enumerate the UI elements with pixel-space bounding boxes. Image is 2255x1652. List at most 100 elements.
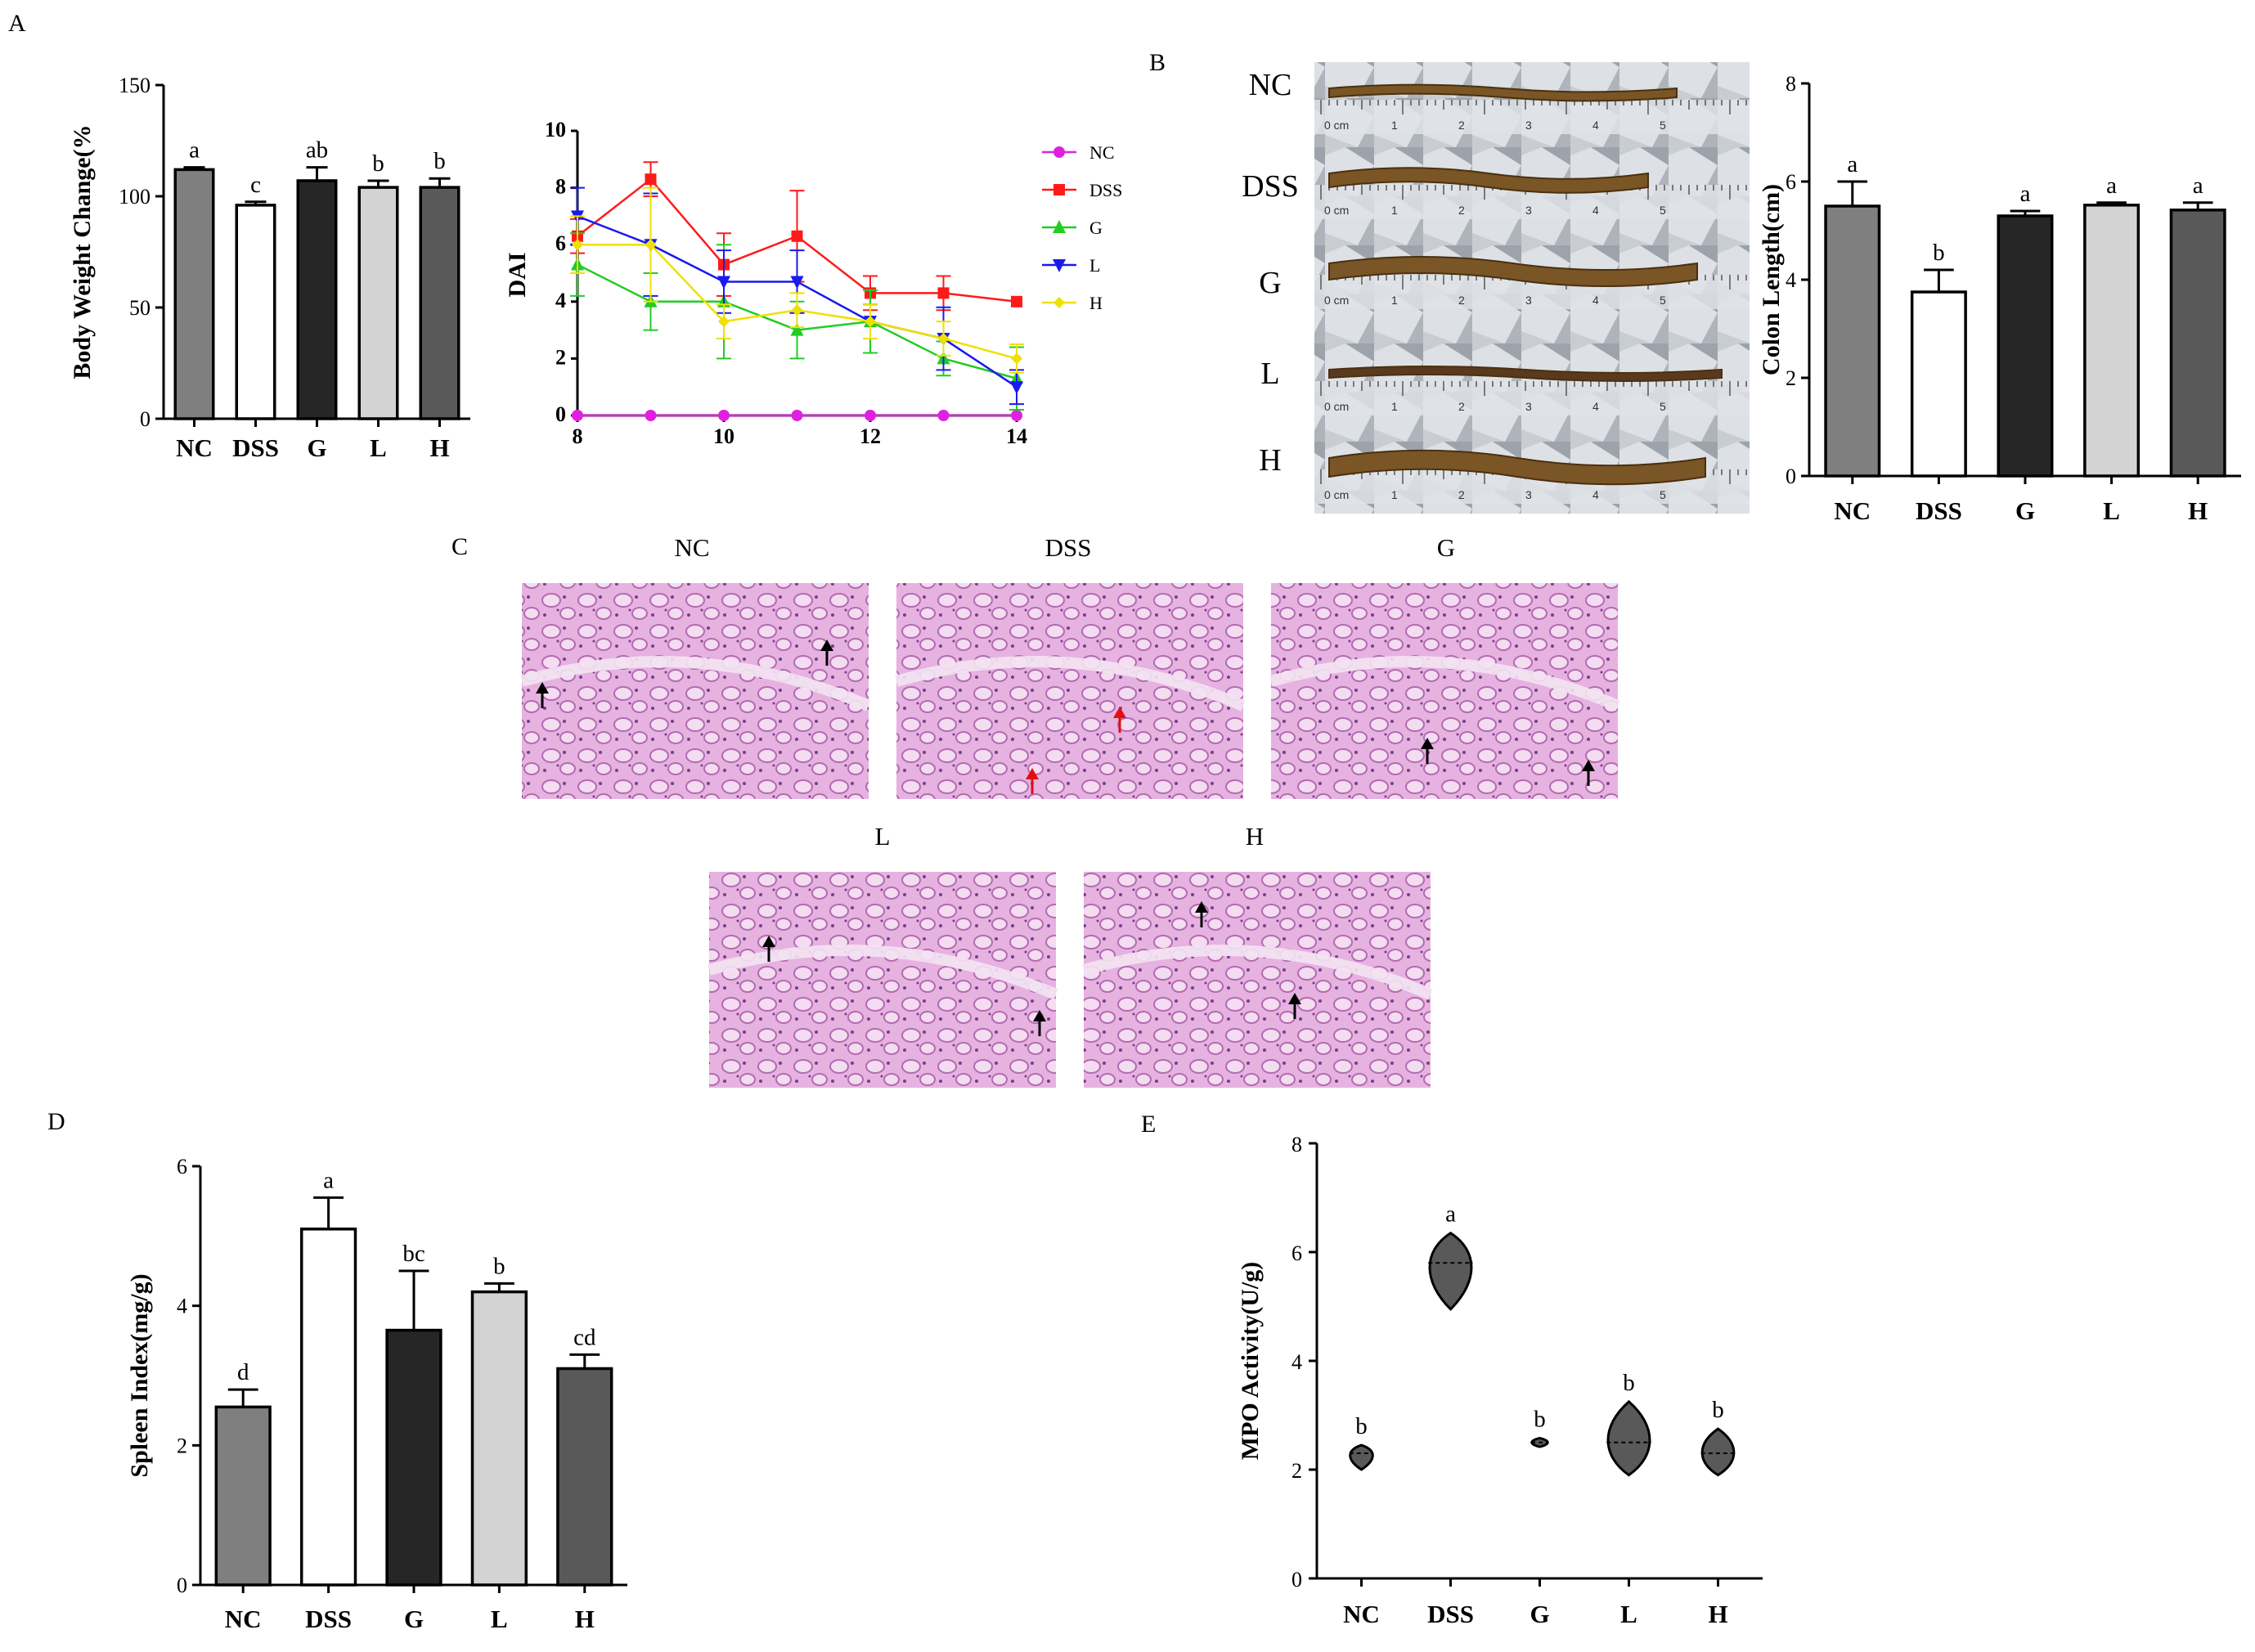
y-tick-label: 8 <box>555 175 566 199</box>
y-tick-label: 2 <box>1786 366 1796 390</box>
body-weight-chart: 0 50 100 150 a NC c DSS ab Gb Lb H Body Weight Chang… <box>69 74 470 462</box>
bar-l <box>470 1290 528 1587</box>
histology-title: G <box>1437 533 1455 562</box>
category-label: L <box>370 433 387 462</box>
data-point-nc <box>1011 410 1022 421</box>
data-point-dss <box>645 173 657 186</box>
bar-l <box>2083 204 2140 478</box>
y-tick-label: 10 <box>545 118 566 141</box>
y-tick-label: 4 <box>1291 1350 1302 1374</box>
ruler-number: 3 <box>1525 204 1532 217</box>
y-tick-label: 2 <box>1291 1459 1302 1483</box>
bar-l <box>357 186 399 420</box>
colon-specimen <box>1328 449 1706 486</box>
category-label: NC <box>176 433 213 462</box>
significance-label: a <box>2106 173 2117 199</box>
y-tick-label: 8 <box>1786 72 1796 96</box>
legend-marker <box>1053 146 1065 158</box>
ruler-number: 0 cm <box>1324 488 1349 501</box>
colon-photo: 0 cm 1 2 3 4 5 NC 0 cm 1 2 3 4 5 DSS 0 cm 1 2 3 4 5 G 0 cm 1 2 3… <box>1242 62 1750 514</box>
y-tick-label: 8 <box>1291 1133 1302 1156</box>
histology-arrow-head <box>1421 738 1434 749</box>
colon-group-label: H <box>1259 443 1281 478</box>
colon-length-chart: 0 2 4 6 8 a NC b DSS a Ga La H Colon Length(cm) <box>1758 72 2241 525</box>
data-point-h <box>572 239 583 251</box>
colon-specimen <box>1328 256 1698 287</box>
panel-letter-d: D <box>47 1108 65 1135</box>
histology-title: L <box>875 822 891 851</box>
category-label: G <box>404 1605 424 1633</box>
ruler-number: 1 <box>1391 204 1398 217</box>
data-point-h <box>645 239 657 251</box>
ruler-strip <box>1314 381 1750 415</box>
y-tick-label: 0 <box>177 1573 187 1597</box>
histology-arrow-head <box>1033 1010 1046 1021</box>
significance-label: a <box>189 137 200 164</box>
y-tick-label: 50 <box>129 296 150 320</box>
category-label: NC <box>1343 1600 1380 1628</box>
colon-specimen <box>1328 366 1723 382</box>
data-point-dss <box>937 287 950 299</box>
colon-specimen <box>1328 167 1649 194</box>
ruler-number: 3 <box>1525 488 1532 501</box>
ruler-number: 2 <box>1458 400 1465 413</box>
data-point-dss <box>791 230 803 242</box>
y-tick-label: 6 <box>1291 1241 1302 1265</box>
colon-group-label: NC <box>1249 68 1292 102</box>
significance-label: c <box>250 172 261 198</box>
data-point-l <box>717 276 730 290</box>
significance-label: bc <box>402 1241 424 1267</box>
ruler-number: 0 cm <box>1324 294 1349 307</box>
data-point-dss <box>1011 295 1022 308</box>
colon-group-label: DSS <box>1242 169 1299 204</box>
data-point-h <box>718 316 730 328</box>
y-tick-label: 0 <box>140 407 150 431</box>
y-tick-label: 6 <box>177 1155 187 1178</box>
bar-nc <box>1824 204 1881 478</box>
histology-title: H <box>1246 822 1264 851</box>
bar-dss <box>1910 290 1967 478</box>
ruler-number: 1 <box>1391 294 1398 307</box>
ruler-number: 5 <box>1660 119 1666 132</box>
histology-image <box>896 583 1243 799</box>
significance-label: a <box>2020 181 2031 207</box>
category-label: NC <box>225 1605 262 1633</box>
colon-group-label: G <box>1259 266 1281 300</box>
ruler-number: 1 <box>1391 488 1398 501</box>
x-tick-label: 8 <box>573 424 583 448</box>
ruler-number: 1 <box>1391 400 1398 413</box>
ruler-number: 0 cm <box>1324 204 1349 217</box>
data-point-h <box>937 333 950 345</box>
y-tick-label: 2 <box>555 345 566 369</box>
colon-specimen <box>1328 83 1678 102</box>
colon-group-label: L <box>1260 357 1279 391</box>
category-label: L <box>491 1605 508 1633</box>
histology-arrow-head <box>1582 760 1595 771</box>
category-label: G <box>1530 1600 1549 1628</box>
dai-line-chart: 0 2 4 6 8 10 8 10 12 14 DAI NC DSS GLH <box>504 118 1122 448</box>
x-tick-label: 12 <box>860 424 881 448</box>
category-label: H <box>575 1605 595 1633</box>
ruler-number: 5 <box>1660 488 1666 501</box>
histology-image <box>522 583 869 799</box>
ruler-number: 4 <box>1592 204 1599 217</box>
bar-h <box>419 186 460 420</box>
data-point-nc <box>865 410 876 421</box>
data-point-nc <box>572 410 583 421</box>
y-tick-label: 0 <box>1786 465 1796 488</box>
significance-label: a <box>1445 1201 1456 1228</box>
category-label: NC <box>1834 496 1871 525</box>
tissue-lumen <box>1269 656 1620 712</box>
y-axis-label: Colon Length(cm) <box>1758 184 1785 375</box>
ruler-strip <box>1314 100 1750 134</box>
legend-label: DSS <box>1089 180 1122 200</box>
category-label: H <box>2188 496 2208 525</box>
significance-label: cd <box>573 1324 596 1350</box>
x-tick-label: 14 <box>1006 424 1027 448</box>
ruler-number: 5 <box>1660 400 1666 413</box>
ruler-number: 2 <box>1458 119 1465 132</box>
violin-l <box>1606 1399 1651 1477</box>
legend-label: L <box>1089 255 1100 276</box>
category-label: L <box>2103 496 2120 525</box>
legend-marker <box>1053 184 1065 195</box>
